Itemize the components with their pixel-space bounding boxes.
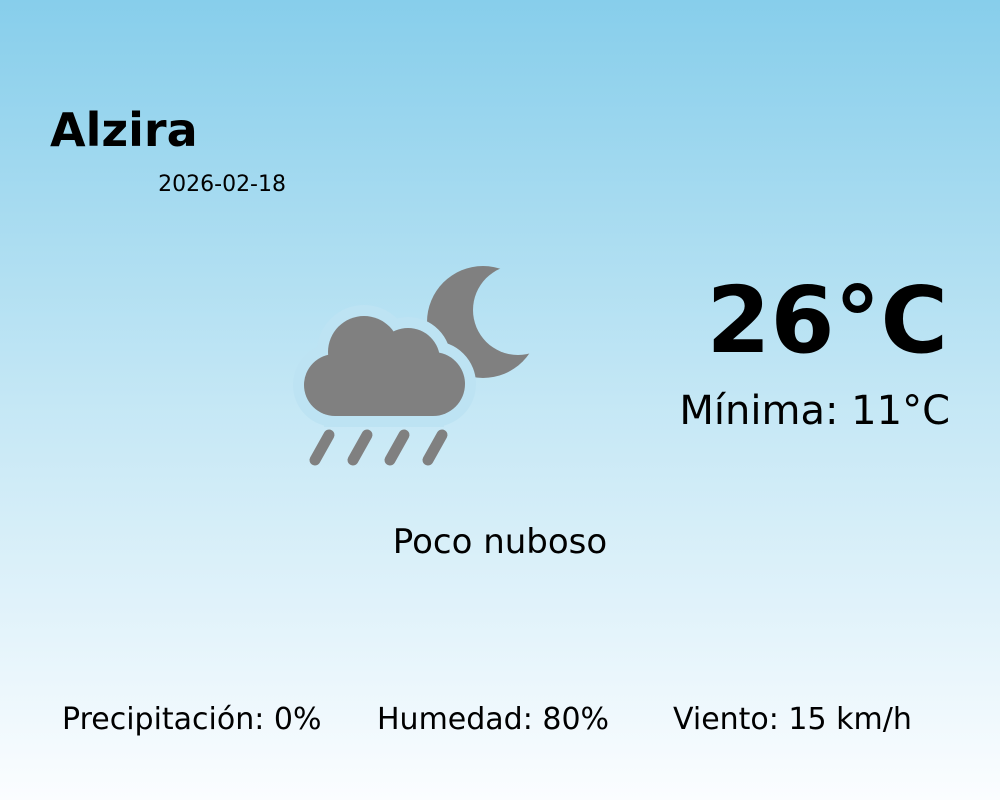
humidity-stat: Humedad: 80% — [377, 702, 610, 737]
forecast-date: 2026-02-18 — [158, 172, 286, 197]
weather-description: Poco nuboso — [392, 522, 608, 562]
city-name: Alzira — [50, 103, 198, 157]
precipitation-stat: Precipitación: 0% — [62, 702, 322, 737]
moon-cloud-rain-icon — [293, 266, 539, 466]
minimum-temperature: Mínima: 11°C — [679, 388, 950, 434]
current-temperature: 26°C — [706, 267, 948, 374]
rain-drops — [309, 429, 448, 466]
cloud-shape — [304, 316, 465, 416]
wind-stat: Viento: 15 km/h — [673, 702, 912, 737]
